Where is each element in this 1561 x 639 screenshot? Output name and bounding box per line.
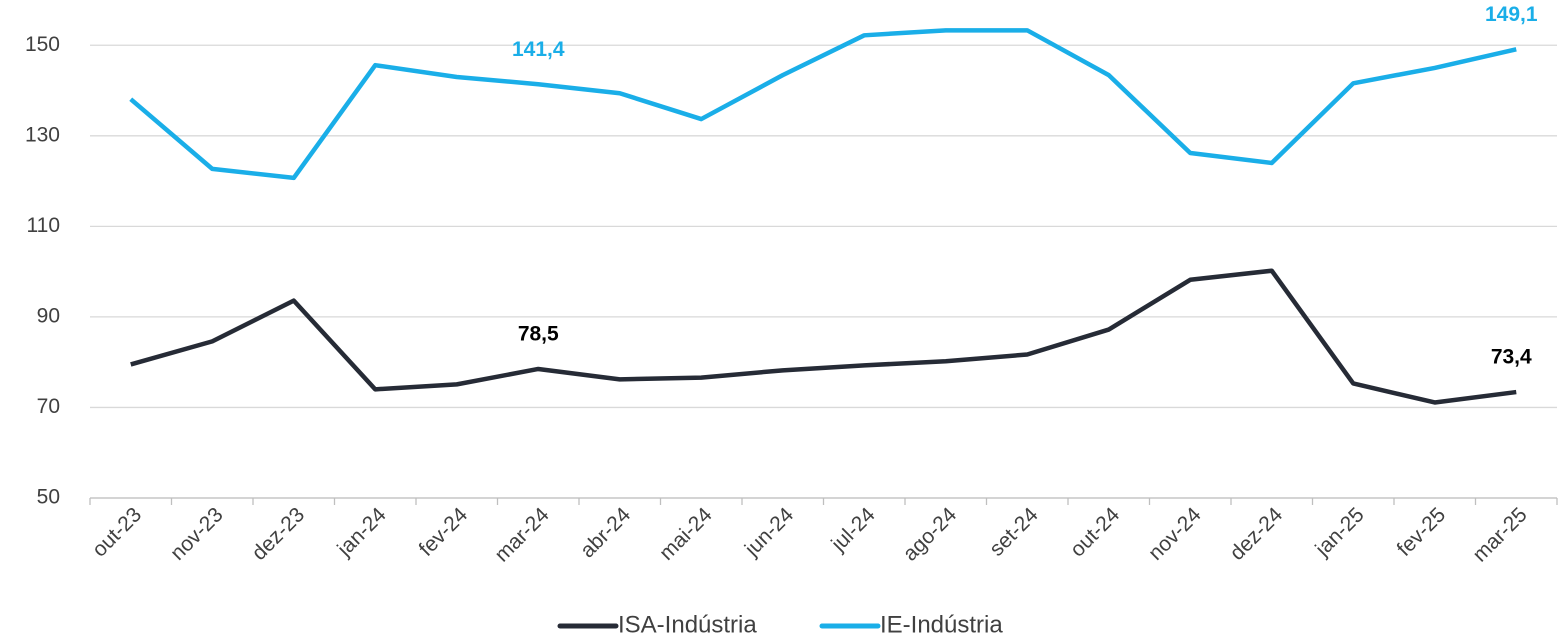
y-tick-label: 150 <box>25 33 60 56</box>
x-tick-label: jul-24 <box>826 503 880 557</box>
x-tick-label: out-23 <box>88 503 146 561</box>
y-tick-label: 70 <box>37 395 60 418</box>
data-label: 141,4 <box>512 38 565 61</box>
legend-label: IE-Indústria <box>880 611 1003 638</box>
x-tick-label: mar-24 <box>490 503 554 567</box>
x-tick-label: ago-24 <box>899 503 962 566</box>
x-tick-label: out-24 <box>1066 503 1125 562</box>
x-tick-label: abr-24 <box>576 503 635 562</box>
series-line <box>130 268 1517 405</box>
series-line <box>129 28 1517 181</box>
x-tick-label: nov-23 <box>166 503 228 565</box>
x-tick-label: fev-24 <box>415 503 473 561</box>
x-tick-label: jan-24 <box>332 503 390 561</box>
y-tick-label: 110 <box>27 214 60 237</box>
y-tick-label: 50 <box>37 486 60 509</box>
x-tick-label: dez-23 <box>248 503 310 565</box>
x-tick-label: jun-24 <box>740 503 798 561</box>
x-tick-label: set-24 <box>985 503 1043 561</box>
y-tick-label: 90 <box>37 304 60 327</box>
x-tick-label: fev-25 <box>1393 503 1451 561</box>
data-label: 73,4 <box>1491 346 1532 369</box>
data-label: 149,1 <box>1485 3 1538 26</box>
x-tick-label: mai-24 <box>655 503 717 565</box>
x-tick-label: nov-24 <box>1144 503 1206 565</box>
legend-label: ISA-Indústria <box>618 611 757 638</box>
x-tick-label: dez-24 <box>1226 503 1288 565</box>
x-tick-label: mar-25 <box>1468 503 1531 566</box>
y-tick-label: 130 <box>25 123 60 146</box>
x-tick-label: jan-25 <box>1310 503 1368 561</box>
data-label: 78,5 <box>518 323 559 346</box>
